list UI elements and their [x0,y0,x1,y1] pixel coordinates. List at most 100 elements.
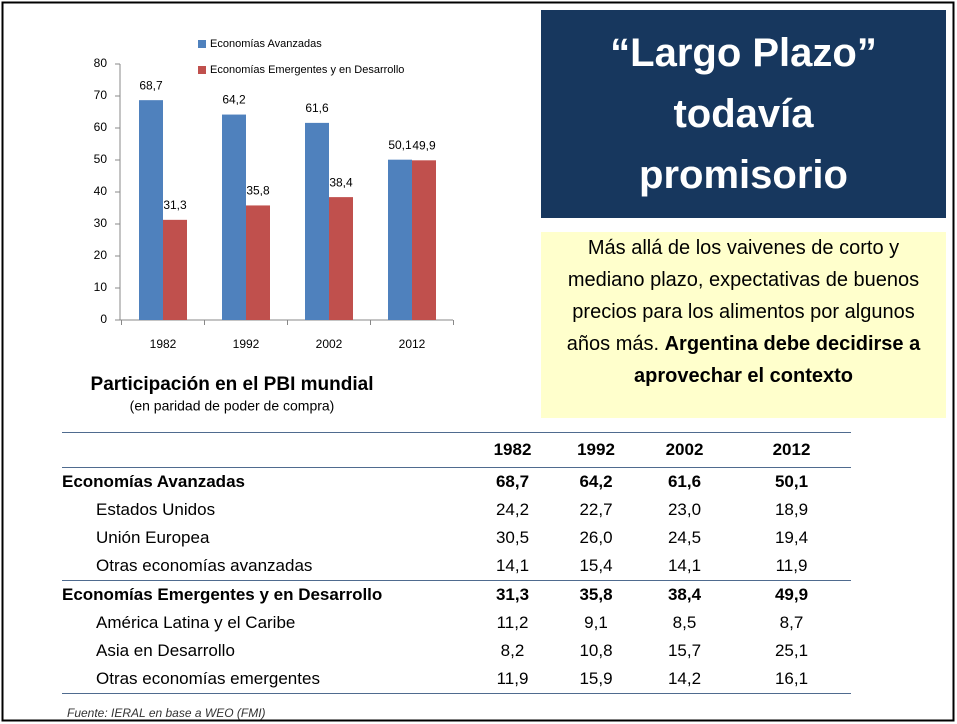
row-label: Unión Europea [96,528,210,547]
bar [329,197,353,320]
cell: 8,7 [779,613,804,632]
y-tick-label: 70 [94,88,108,102]
x-tick-label: 1982 [150,337,177,351]
bar [412,160,436,320]
group-row: Economías Emergentes y en Desarrollo 31,3… [62,580,851,610]
cell: 64,2 [579,472,613,491]
cell: 18,9 [774,500,809,519]
title-box: “Largo Plazo” todavía promisorio [541,10,946,218]
legend-label: Economías Emergentes y en Desarrollo [210,64,404,76]
x-tick-label: 2012 [399,337,426,351]
chart-title: Participación en el PBI mundial [91,374,374,395]
header-cell [62,433,470,468]
data-label: 64,2 [222,93,246,107]
header-cell: 1982 [493,440,532,459]
data-label: 61,6 [305,101,329,115]
row: Otras economías emergentes 11,9 15,9 14,2 16… [62,665,851,694]
data-label: 35,8 [246,184,270,198]
cell: 15,7 [667,641,702,660]
y-tick-label: 30 [94,216,108,230]
title-line: todavía [673,91,814,136]
text-normal: Más allá de los vaivenes de corto y medi… [566,237,920,355]
cell: 23,0 [667,500,702,519]
row: Unión Europea 30,5 26,0 24,5 19,4 [62,524,851,552]
cell: 9,1 [584,613,608,632]
text-box: Más allá de los vaivenes de corto y medi… [541,232,946,418]
y-tick-label: 60 [94,120,108,134]
header-cell: 2012 [772,440,811,459]
cell: 19,4 [774,528,809,547]
y-tick-label: 80 [94,56,108,70]
row-label: Asia en Desarrollo [96,641,235,660]
bar [305,122,329,320]
cell: 8,5 [672,613,697,632]
cell: 8,2 [500,641,525,660]
row: América Latina y el Caribe 11,2 9,1 8,5 8,7 [62,609,851,637]
data-label: 31,3 [163,198,187,212]
cell: 26,0 [579,528,613,547]
y-tick-label: 40 [94,184,108,198]
legend-label: Economías Avanzadas [210,38,322,50]
cell: 49,9 [774,585,809,604]
y-tick-label: 50 [94,152,108,166]
row: Asia en Desarrollo 8,2 10,8 15,7 25,1 [62,637,851,665]
cell: 16,1 [774,669,809,688]
cell: 30,5 [495,528,530,547]
y-tick-label: 20 [94,248,108,262]
legend-swatch [198,66,206,74]
row-label: Otras economías avanzadas [96,556,313,575]
title-line: “Largo Plazo” [610,30,877,75]
cell: 38,4 [667,585,702,604]
row: Estados Unidos 24,2 22,7 23,0 18,9 [62,496,851,524]
row-label: Estados Unidos [96,500,216,519]
title-line: promisorio [639,152,848,197]
cell: 68,7 [495,472,530,491]
cell: 14,1 [667,556,702,575]
cell: 14,2 [667,669,702,688]
row-label: América Latina y el Caribe [96,613,296,632]
cell: 50,1 [774,472,809,491]
header-cell: 2002 [665,440,704,459]
cell: 61,6 [667,472,702,491]
cell: 25,1 [774,641,809,660]
x-tick-label: 2002 [316,337,343,351]
cell: 24,2 [495,500,530,519]
cell: 31,3 [495,585,530,604]
footer: Fuente: IERAL en base a WEO (FMI) [67,706,266,720]
data-table: 1982 1992 2002 2012 Economías Avanzadas 68,7 6… [62,432,851,694]
legend-swatch [198,40,206,48]
cell: 14,1 [495,556,530,575]
text-bold: Argentina debe decidirse a aprovechar el… [634,333,921,387]
cell: 10,8 [579,641,613,660]
cell: 22,7 [579,500,613,519]
chart-subtitle: (en paridad de poder de compra) [130,398,335,414]
bar [139,100,163,320]
data-label: 68,7 [139,78,163,92]
header-cell: 1992 [577,440,615,459]
data-label: 49,9 [412,138,436,152]
header-row: 1982 1992 2002 2012 [62,432,851,468]
bar [246,205,270,320]
cell: 11,9 [496,669,529,688]
cell: 24,5 [667,528,702,547]
cell: 11,2 [496,613,529,632]
cell: 15,9 [579,669,613,688]
x-tick-label: 1992 [233,337,260,351]
cell: 15,4 [579,556,613,575]
row-label: Economías Emergentes y en Desarrollo [62,585,383,604]
y-tick-label: 0 [100,312,107,326]
row-label: Economías Avanzadas [62,472,245,491]
y-tick-label: 10 [94,280,108,294]
data-label: 50,1 [388,138,412,152]
row-label: Otras economías emergentes [96,669,320,688]
bar [222,114,246,320]
data-label: 38,4 [329,175,353,189]
cell: 11,9 [775,556,808,575]
row: Otras economías avanzadas 14,1 15,4 14,1 11,… [62,552,851,581]
bar [163,219,187,320]
group-row: Economías Avanzadas 68,7 64,2 61,6 50,1 [62,468,851,497]
bar [388,159,412,320]
